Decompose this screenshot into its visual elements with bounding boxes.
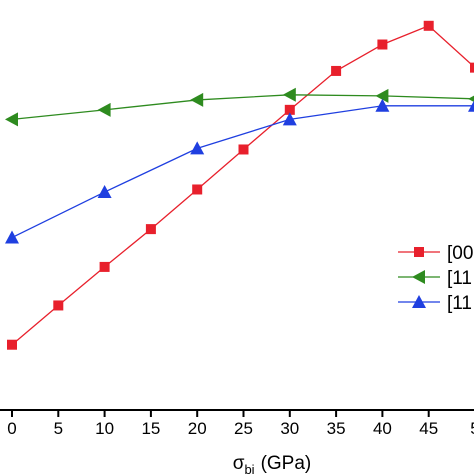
series-3-point [97,185,112,199]
legend-entry-1: [00 [398,243,473,264]
x-axis-label-subscript: bi [244,462,254,474]
series-2-point [190,92,204,107]
series-3-point [282,112,297,126]
series-1-point [7,339,17,350]
x-tick-label: 35 [327,419,346,438]
series-layer [5,20,474,350]
series-3-point [5,230,19,244]
x-tick-label: 20 [188,419,207,438]
series-3-point [468,100,474,112]
series-1-point [284,104,295,115]
x-tick-label: 15 [141,419,160,438]
x-tick-label: 25 [234,419,253,438]
series-1-point [470,62,474,73]
series-1-point [423,20,434,31]
series-3 [5,98,474,244]
series-1-point [238,144,249,155]
legend-label: [11 [447,293,472,314]
legend-marker [412,295,426,308]
series-1-line [11,25,474,346]
series-1-point [192,184,203,195]
legend-entry-2: [11 [398,268,472,289]
axis-layer: 0 5 10 15 20 25 30 35 40 45 5 [0,409,474,438]
series-3-point [190,141,205,155]
x-axis-label-symbol: σ [233,453,245,474]
legend-label: [11 [447,268,472,289]
series-1-point [53,300,64,311]
legend-label: [00 [447,243,473,264]
series-2-point [375,88,389,103]
series-1-point [99,261,110,272]
legend-marker [412,270,425,284]
x-axis-label-unit: (GPa) [261,453,312,474]
series-3-point [375,98,390,112]
series-1-point [145,224,156,235]
x-tick-label: 0 [7,419,16,438]
legend-entry-3: [11 [398,293,472,314]
legend-layer: [00 [11 [11 [398,243,473,314]
x-tick-label: 30 [280,419,299,438]
series-3-line [11,105,474,239]
x-tick-label: 10 [95,419,114,438]
x-tick-label: 5 [54,419,63,438]
x-tick-label: 5 [470,419,474,438]
series-1-point [377,39,388,50]
series-2 [5,87,474,127]
series-2-point [5,112,18,127]
x-axis-label: σbi (GPa) [233,453,312,474]
x-tick-label: 40 [373,419,392,438]
series-1-point [331,65,342,76]
legend-marker [414,247,424,257]
series-2-line [11,94,474,121]
series-1 [7,20,474,350]
series-2-point [468,95,474,103]
series-2-point [282,87,296,102]
x-tick-label: 45 [419,419,438,438]
series-2-point [97,102,111,117]
